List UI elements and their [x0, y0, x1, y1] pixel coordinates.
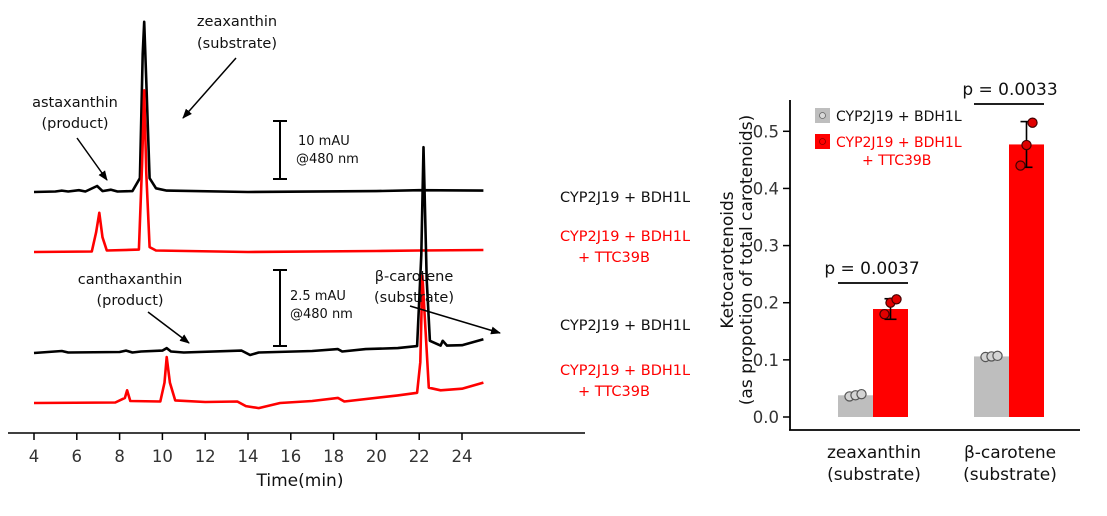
trace-zx-black	[33, 20, 484, 194]
y-axis-title-line1: Ketocarotenoids	[718, 191, 738, 328]
legend-marker-red	[819, 138, 826, 145]
category-label-0-line2: (substrate)	[827, 465, 921, 485]
scalebar-bottom: 2.5 mAU @480 nm	[273, 269, 353, 347]
legend-marker-grey	[819, 112, 826, 119]
annotation-bcarotene-line2: (substrate)	[374, 290, 454, 306]
chromatogram-traces	[33, 20, 484, 410]
data-point	[891, 294, 902, 305]
arrow-bcarotene	[409, 305, 501, 335]
trace-bc-black	[33, 145, 484, 357]
annotation-canthaxanthin-line1: canthaxanthin	[78, 272, 183, 288]
y-tick-label: 0.4	[753, 179, 779, 198]
trace-label-zx-red-line1: CYP2J19 + BDH1L	[560, 229, 690, 245]
data-point	[856, 388, 867, 400]
y-tick-label: 0.2	[753, 294, 779, 313]
annotation-astaxanthin-line1: astaxanthin	[32, 95, 118, 111]
y-tick-label: 0.0	[753, 408, 779, 427]
trace-label-zx-red-line2: + TTC39B	[578, 250, 650, 266]
trace-bc-red	[33, 274, 484, 410]
annotation-zeaxanthin-line1: zeaxanthin	[197, 14, 277, 30]
chromatogram-panel: CYP2J19 + BDH1L CYP2J19 + BDH1L + TTC39B…	[8, 14, 690, 491]
arrow-zeaxanthin	[182, 57, 237, 119]
trace-label-bc-red-line1: CYP2J19 + BDH1L	[560, 363, 690, 379]
bar-chart-y-ticks: 0.0 0.1 0.2 0.3 0.4 0.5	[753, 122, 790, 427]
annotation-canthaxanthin-line2: (product)	[96, 293, 163, 309]
scalebar-top: 10 mAU @480 nm	[273, 120, 359, 180]
arrow-canthaxanthin	[147, 311, 190, 344]
chromatogram-x-axis-title: Time(min)	[256, 471, 344, 491]
bar-s1-c1	[1009, 144, 1044, 417]
x-tick-label: 14	[238, 447, 259, 466]
scalebar-bottom-line2: @480 nm	[290, 307, 353, 322]
x-tick-label: 4	[29, 447, 40, 466]
x-tick-label: 18	[323, 447, 344, 466]
category-label-1-line2: (substrate)	[963, 465, 1057, 485]
y-axis-title-line2: (as propotion of total carotenoids)	[737, 115, 757, 405]
data-point	[1027, 117, 1038, 128]
data-point	[879, 308, 890, 320]
bar-s1-c0	[873, 309, 908, 417]
x-tick-label: 16	[280, 447, 301, 466]
y-tick-label: 0.1	[753, 351, 779, 370]
p-value-label-0: p = 0.0037	[824, 259, 919, 279]
x-tick-label: 10	[152, 447, 173, 466]
data-point	[1021, 139, 1032, 151]
x-tick-label: 20	[366, 447, 387, 466]
trace-label-zx-black: CYP2J19 + BDH1L	[560, 190, 690, 206]
legend-label-grey: CYP2J19 + BDH1L	[836, 109, 962, 125]
scalebar-top-line1: 10 mAU	[298, 134, 350, 149]
x-tick-label: 22	[409, 447, 430, 466]
trace-label-bc-black: CYP2J19 + BDH1L	[560, 318, 690, 334]
data-point	[992, 350, 1003, 362]
bar-chart-legend: CYP2J19 + BDH1L CYP2J19 + BDH1L + TTC39B	[815, 108, 962, 169]
legend-label-red-line2: + TTC39B	[862, 153, 931, 169]
bar-chart-y-axis-title: Ketocarotenoids (as propotion of total c…	[718, 115, 757, 405]
bar-chart-panel: Ketocarotenoids (as propotion of total c…	[718, 80, 1080, 485]
scalebar-top-line2: @480 nm	[296, 152, 359, 167]
data-point	[1015, 160, 1026, 171]
category-label-1-line1: β-carotene	[964, 443, 1056, 463]
x-tick-label: 6	[72, 447, 83, 466]
arrow-astaxanthin	[76, 137, 108, 181]
y-tick-label: 0.3	[753, 237, 779, 256]
x-tick-label: 24	[452, 447, 473, 466]
scalebar-bottom-line1: 2.5 mAU	[290, 289, 346, 304]
chromatogram-x-ticks: 4 6 8 10 12 14 16 18 20 22 24	[29, 433, 473, 466]
category-label-0-line1: zeaxanthin	[827, 443, 921, 463]
trace-zx-red	[33, 89, 484, 254]
annotation-astaxanthin-line2: (product)	[41, 116, 108, 132]
bar-chart-bars	[838, 117, 1044, 417]
y-tick-label: 0.5	[753, 122, 779, 141]
annotation-zeaxanthin-line2: (substrate)	[197, 36, 277, 52]
annotation-bcarotene-line1: β-carotene	[375, 269, 454, 285]
bar-s0-c1	[974, 356, 1009, 417]
legend-label-red-line1: CYP2J19 + BDH1L	[836, 135, 962, 151]
x-tick-label: 12	[195, 447, 216, 466]
trace-label-bc-red-line2: + TTC39B	[578, 384, 650, 400]
x-tick-label: 8	[114, 447, 125, 466]
p-value-label-1: p = 0.0033	[962, 80, 1057, 100]
